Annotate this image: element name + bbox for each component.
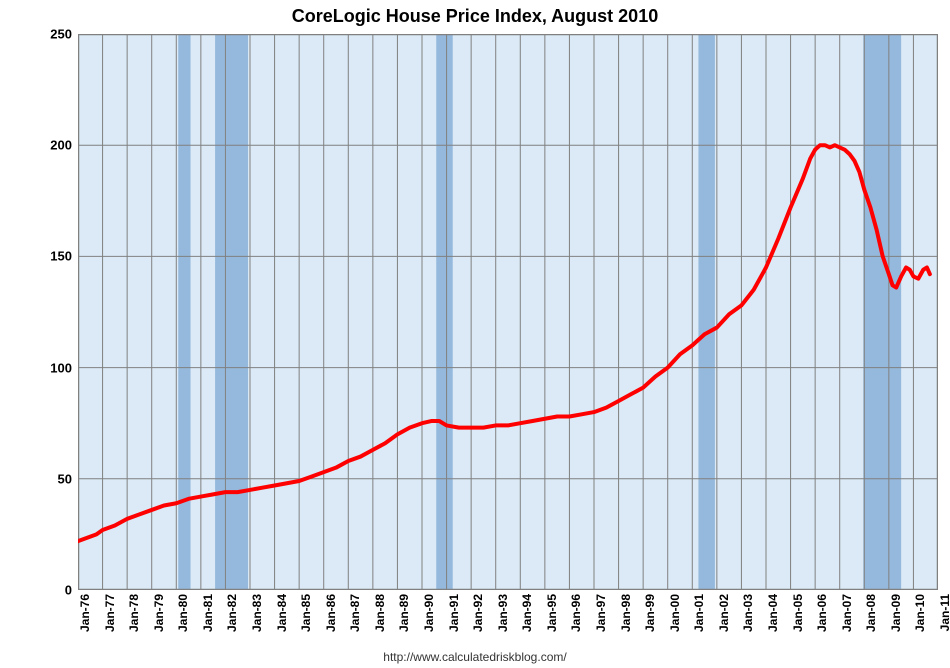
x-tick-label: Jan-79 xyxy=(152,594,166,632)
recession-band xyxy=(436,34,452,590)
y-tick-label: 150 xyxy=(50,249,72,264)
x-tick-label: Jan-89 xyxy=(397,594,411,632)
x-tick-label: Jan-76 xyxy=(78,594,92,632)
x-tick-label: Jan-00 xyxy=(668,594,682,632)
recession-band xyxy=(215,34,248,590)
x-tick-label: Jan-95 xyxy=(545,594,559,632)
y-tick-label: 0 xyxy=(65,583,72,598)
y-tick-label: 50 xyxy=(58,471,72,486)
x-tick-label: Jan-11 xyxy=(938,594,950,631)
x-tick-label: Jan-80 xyxy=(176,594,190,632)
x-tick-label: Jan-92 xyxy=(471,594,485,632)
x-tick-label: Jan-01 xyxy=(692,594,706,632)
x-tick-label: Jan-07 xyxy=(840,594,854,632)
x-tick-label: Jan-90 xyxy=(422,594,436,632)
x-tick-label: Jan-82 xyxy=(225,594,239,632)
x-tick-label: Jan-87 xyxy=(348,594,362,632)
x-tick-label: Jan-98 xyxy=(619,594,633,632)
y-tick-label: 250 xyxy=(50,27,72,42)
x-tick-label: Jan-83 xyxy=(250,594,264,632)
chart-title: CoreLogic House Price Index, August 2010 xyxy=(0,6,950,27)
x-tick-label: Jan-97 xyxy=(594,594,608,632)
x-tick-label: Jan-96 xyxy=(569,594,583,632)
x-tick-label: Jan-10 xyxy=(913,594,927,632)
x-tick-label: Jan-88 xyxy=(373,594,387,632)
x-tick-label: Jan-99 xyxy=(643,594,657,632)
recession-band xyxy=(698,34,714,590)
x-tick-label: Jan-93 xyxy=(496,594,510,632)
x-tick-label: Jan-84 xyxy=(275,594,289,632)
x-tick-label: Jan-05 xyxy=(791,594,805,632)
x-tick-label: Jan-81 xyxy=(201,594,215,632)
x-tick-label: Jan-94 xyxy=(520,594,534,632)
source-footer: http://www.calculatedriskblog.com/ xyxy=(0,650,950,664)
x-tick-label: Jan-91 xyxy=(447,594,461,632)
x-tick-label: Jan-78 xyxy=(127,594,141,632)
x-tick-label: Jan-02 xyxy=(717,594,731,632)
y-tick-label: 100 xyxy=(50,360,72,375)
chart-svg xyxy=(78,34,938,590)
recession-band xyxy=(863,34,901,590)
x-tick-label: Jan-77 xyxy=(103,594,117,632)
y-tick-label: 200 xyxy=(50,138,72,153)
x-tick-label: Jan-08 xyxy=(864,594,878,632)
plot-area: 050100150200250Jan-76Jan-77Jan-78Jan-79J… xyxy=(78,34,938,590)
x-tick-label: Jan-03 xyxy=(741,594,755,632)
recession-band xyxy=(178,34,190,590)
chart-container: CoreLogic House Price Index, August 2010… xyxy=(0,0,950,668)
x-tick-label: Jan-09 xyxy=(889,594,903,632)
x-tick-label: Jan-04 xyxy=(766,594,780,632)
x-tick-label: Jan-85 xyxy=(299,594,313,632)
x-tick-label: Jan-86 xyxy=(324,594,338,632)
x-tick-label: Jan-06 xyxy=(815,594,829,632)
